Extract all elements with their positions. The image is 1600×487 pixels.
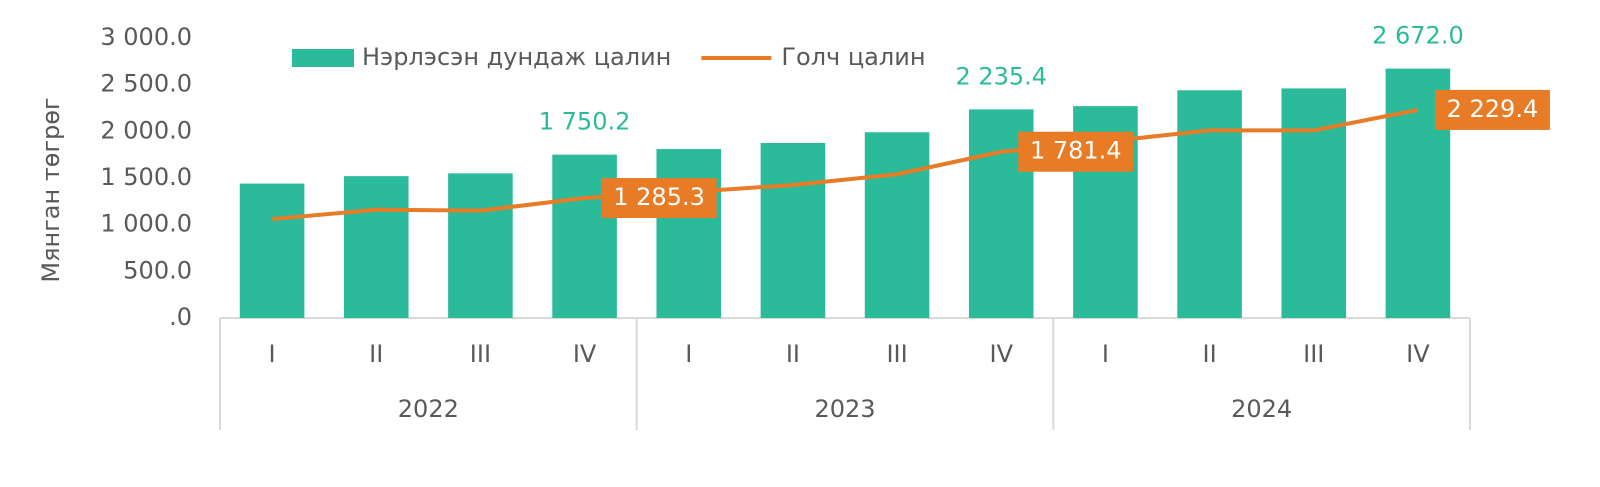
x-group-label: 2024 (1231, 395, 1292, 423)
x-tick-label: IV (573, 340, 597, 368)
bar (656, 149, 722, 318)
x-group-label: 2023 (814, 395, 875, 423)
line-label-box (601, 178, 717, 219)
y-tick-label: .0 (169, 303, 192, 331)
x-tick-label: III (470, 340, 491, 368)
y-axis-label: Мянган төгрөг (37, 97, 65, 282)
x-tick-label: II (1203, 340, 1217, 368)
legend-label: Голч цалин (781, 43, 925, 71)
y-tick-label: 2 500.0 (100, 70, 192, 98)
bar-value-label: 2 672.0 (1372, 22, 1464, 50)
x-tick-label: II (369, 340, 383, 368)
bar (760, 143, 826, 318)
bar (1281, 88, 1347, 319)
x-tick-label: I (1102, 340, 1109, 368)
legend-label: Нэрлэсэн дундаж цалин (362, 43, 671, 71)
y-tick-label: 3 000.0 (100, 23, 192, 51)
bar (448, 173, 513, 318)
x-tick-label: IV (1406, 340, 1430, 368)
bar-value-label: 2 235.4 (955, 62, 1047, 90)
line-label-box (1434, 89, 1550, 130)
bar-value-label: 1 750.2 (539, 108, 631, 136)
y-tick-label: 2 000.0 (100, 116, 192, 144)
legend-swatch (292, 49, 354, 67)
y-tick-label: 1 000.0 (100, 210, 192, 238)
bar (239, 183, 305, 318)
x-group-label: 2022 (398, 395, 459, 423)
line-label-box (1018, 131, 1134, 172)
bar (1177, 90, 1242, 319)
x-tick-label: I (685, 340, 692, 368)
x-tick-label: I (269, 340, 276, 368)
line-value-label: 1 285.3 (613, 183, 705, 211)
bar (864, 132, 930, 318)
x-tick-label: III (886, 340, 907, 368)
bar (343, 176, 409, 318)
line-value-label: 1 781.4 (1030, 137, 1122, 165)
x-tick-label: IV (990, 340, 1014, 368)
x-tick-label: III (1303, 340, 1324, 368)
x-tick-label: II (786, 340, 800, 368)
line-value-label: 2 229.4 (1447, 95, 1539, 123)
y-tick-label: 500.0 (123, 256, 192, 284)
line (271, 107, 1419, 222)
y-tick-label: 1 500.0 (100, 163, 192, 191)
